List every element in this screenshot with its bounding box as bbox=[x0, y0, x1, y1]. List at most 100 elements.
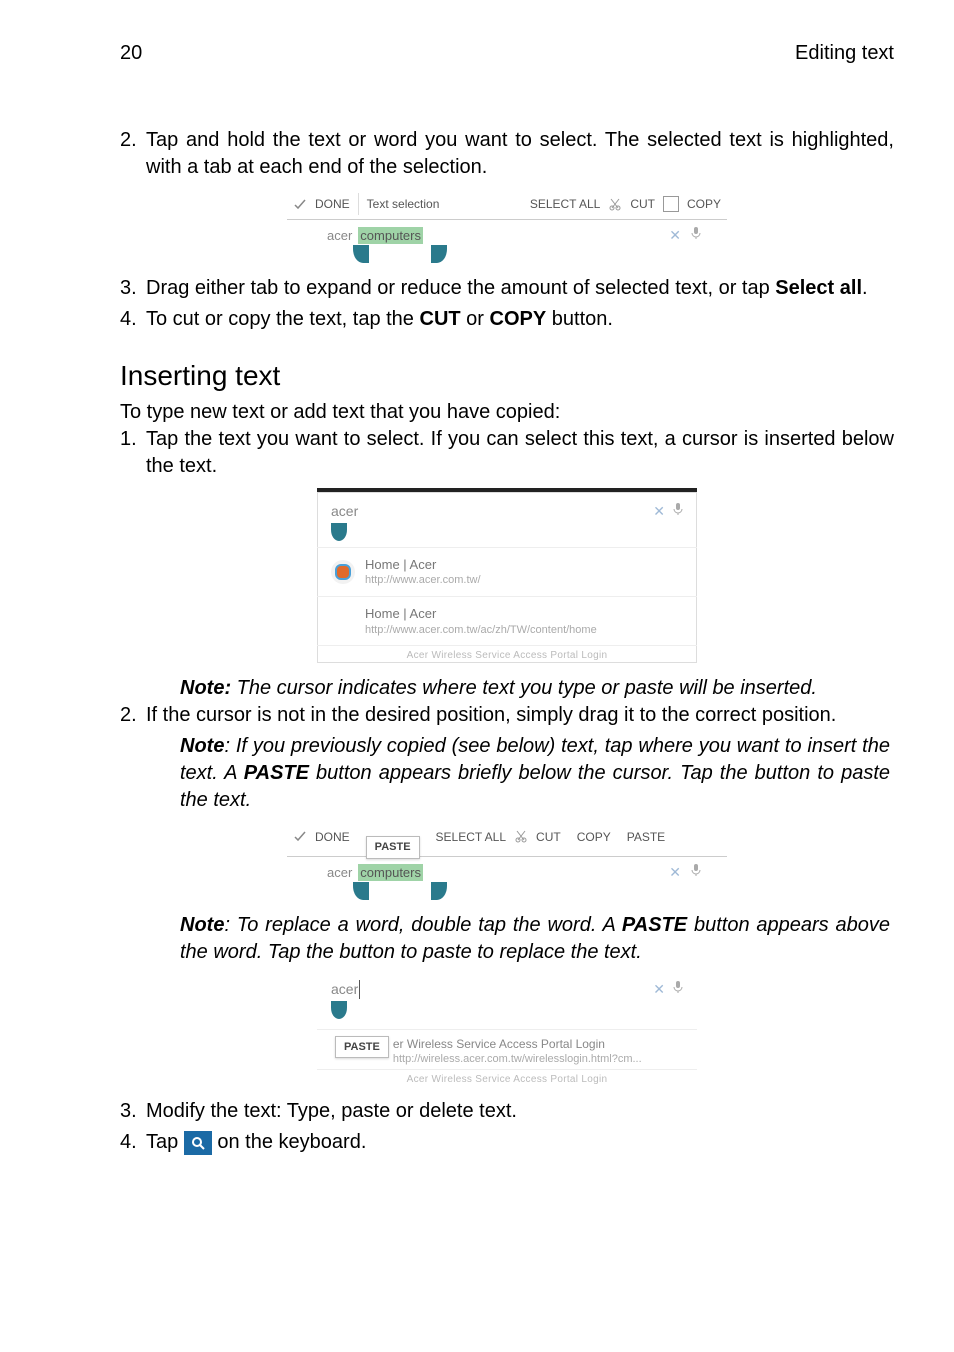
note: Note: The cursor indicates where text yo… bbox=[180, 675, 890, 702]
cut-button[interactable]: CUT bbox=[630, 196, 655, 212]
list-number: 2. bbox=[120, 702, 146, 729]
cut-icon bbox=[514, 829, 528, 843]
list-text: Drag either tab to expand or reduce the … bbox=[146, 275, 894, 302]
note-label: Note bbox=[180, 914, 224, 936]
favicon-placeholder bbox=[331, 609, 355, 633]
selection-handle-left[interactable] bbox=[353, 882, 369, 900]
list-text: Tap the text you want to select. If you … bbox=[146, 426, 894, 480]
mic-icon[interactable] bbox=[691, 226, 701, 245]
list-number: 2. bbox=[120, 127, 146, 181]
list-text: To cut or copy the text, tap the CUT or … bbox=[146, 306, 894, 333]
paste-button[interactable]: PASTE bbox=[366, 836, 420, 859]
text: Drag either tab to expand or reduce the … bbox=[146, 277, 775, 299]
selection-handle-right[interactable] bbox=[431, 245, 447, 263]
clear-icon[interactable]: ✕ bbox=[669, 863, 681, 882]
suggestion-row[interactable]: Home | Acer http://www.acer.com.tw/ac/zh… bbox=[317, 596, 697, 645]
check-icon bbox=[293, 829, 307, 847]
list-number: 3. bbox=[120, 275, 146, 302]
figure-paste-toolbar: DONE PASTE SELECT ALL CUT COPY PASTE ace… bbox=[120, 822, 894, 900]
suggestion-title: Home | Acer bbox=[365, 556, 481, 574]
browser-panel-paste: acer ✕ PASTE er Wireless Service Access … bbox=[317, 974, 697, 1086]
list-item: 2. If the cursor is not in the desired p… bbox=[120, 702, 894, 729]
text-acer: acer bbox=[327, 864, 352, 882]
search-icon bbox=[184, 1131, 212, 1155]
figure-paste-suggestion: acer ✕ PASTE er Wireless Service Access … bbox=[120, 974, 894, 1086]
copy-icon bbox=[663, 196, 679, 212]
body: 2. Tap and hold the text or word you wan… bbox=[120, 127, 894, 1156]
text: button. bbox=[546, 308, 613, 330]
paste-toolbar: DONE PASTE SELECT ALL CUT COPY PASTE ace… bbox=[287, 822, 727, 900]
list-item: 3. Drag either tab to expand or reduce t… bbox=[120, 275, 894, 302]
select-all-button[interactable]: SELECT ALL bbox=[530, 196, 601, 212]
separator bbox=[358, 193, 359, 215]
select-all-button[interactable]: SELECT ALL bbox=[436, 829, 507, 845]
check-icon bbox=[293, 197, 307, 211]
browser-panel: acer ✕ Home | Acer http://www.acer.com.t… bbox=[317, 488, 697, 663]
done-label[interactable]: DONE bbox=[315, 196, 350, 212]
note-text: : To replace a word, double tap the word… bbox=[224, 914, 621, 936]
cursor-handle[interactable] bbox=[331, 1001, 347, 1019]
list-item: 3. Modify the text: Type, paste or delet… bbox=[120, 1098, 894, 1125]
favicon-icon bbox=[331, 560, 355, 584]
clear-icon[interactable]: ✕ bbox=[653, 502, 665, 521]
partial-row: Acer Wireless Service Access Portal Logi… bbox=[317, 1069, 697, 1087]
text-highlight[interactable]: computers bbox=[358, 864, 423, 882]
list-number: 4. bbox=[120, 1129, 146, 1156]
text-selection-toolbar: DONE Text selection SELECT ALL CUT COPY … bbox=[287, 189, 727, 263]
paste-button[interactable]: PASTE bbox=[335, 1036, 389, 1059]
cut-icon bbox=[608, 197, 622, 211]
address-text[interactable]: acer bbox=[331, 502, 358, 521]
heading-inserting-text: Inserting text bbox=[120, 357, 894, 395]
suggestion-url: http://www.acer.com.tw/ bbox=[365, 573, 481, 588]
page: 20 Editing text 2. Tap and hold the text… bbox=[0, 0, 954, 1352]
mic-icon[interactable] bbox=[673, 502, 683, 521]
list-item: 4. Tap on the keyboard. bbox=[120, 1129, 894, 1156]
text-highlight[interactable]: computers bbox=[358, 227, 423, 245]
mic-icon[interactable] bbox=[673, 980, 683, 999]
partial-row: Acer Wireless Service Access Portal Logi… bbox=[317, 645, 697, 663]
bold-text: COPY bbox=[490, 308, 547, 330]
clear-icon[interactable]: ✕ bbox=[653, 980, 665, 999]
note: Note: If you previously copied (see belo… bbox=[180, 733, 890, 814]
title-label: Text selection bbox=[367, 196, 440, 212]
cursor-handle[interactable] bbox=[331, 523, 347, 541]
note: Note: To replace a word, double tap the … bbox=[180, 912, 890, 966]
cut-button[interactable]: CUT bbox=[536, 829, 561, 845]
figure-browser-suggestions: acer ✕ Home | Acer http://www.acer.com.t… bbox=[120, 488, 894, 663]
bold-text: CUT bbox=[420, 308, 461, 330]
suggestion-row[interactable]: PASTE er Wireless Service Access Portal … bbox=[317, 1029, 697, 1069]
text: To cut or copy the text, tap the bbox=[146, 308, 420, 330]
note-text: The cursor indicates where text you type… bbox=[231, 677, 817, 699]
clear-icon[interactable]: ✕ bbox=[669, 226, 681, 245]
list-text: If the cursor is not in the desired posi… bbox=[146, 702, 894, 729]
text-acer: acer bbox=[327, 227, 352, 245]
suggestion-title: er Wireless Service Access Portal Login bbox=[393, 1036, 642, 1052]
text: or bbox=[461, 308, 490, 330]
copy-button[interactable]: COPY bbox=[687, 196, 721, 212]
selection-handle-right[interactable] bbox=[431, 882, 447, 900]
list-item: 2. Tap and hold the text or word you wan… bbox=[120, 127, 894, 181]
list-text: Tap on the keyboard. bbox=[146, 1129, 894, 1156]
copy-button[interactable]: COPY bbox=[577, 829, 611, 845]
paste-label[interactable]: PASTE bbox=[627, 829, 665, 845]
text: Tap bbox=[146, 1131, 184, 1153]
done-label[interactable]: DONE bbox=[315, 829, 350, 845]
bold-text: PASTE bbox=[244, 762, 309, 784]
suggestion-url: http://www.acer.com.tw/ac/zh/TW/content/… bbox=[365, 623, 597, 638]
note-label: Note bbox=[180, 735, 224, 757]
bold-text: PASTE bbox=[622, 914, 687, 936]
section-title: Editing text bbox=[795, 40, 894, 67]
figure-text-selection: DONE Text selection SELECT ALL CUT COPY … bbox=[120, 189, 894, 263]
list-number: 3. bbox=[120, 1098, 146, 1125]
address-text[interactable]: acer bbox=[331, 980, 360, 999]
list-text: Modify the text: Type, paste or delete t… bbox=[146, 1098, 894, 1125]
mic-icon[interactable] bbox=[691, 863, 701, 882]
text: . bbox=[862, 277, 868, 299]
text: on the keyboard. bbox=[217, 1131, 366, 1153]
header: 20 Editing text bbox=[120, 40, 894, 67]
list-item: 4. To cut or copy the text, tap the CUT … bbox=[120, 306, 894, 333]
selection-handle-left[interactable] bbox=[353, 245, 369, 263]
suggestion-row[interactable]: Home | Acer http://www.acer.com.tw/ bbox=[317, 547, 697, 596]
list-number: 1. bbox=[120, 426, 146, 480]
paragraph: To type new text or add text that you ha… bbox=[120, 399, 894, 426]
